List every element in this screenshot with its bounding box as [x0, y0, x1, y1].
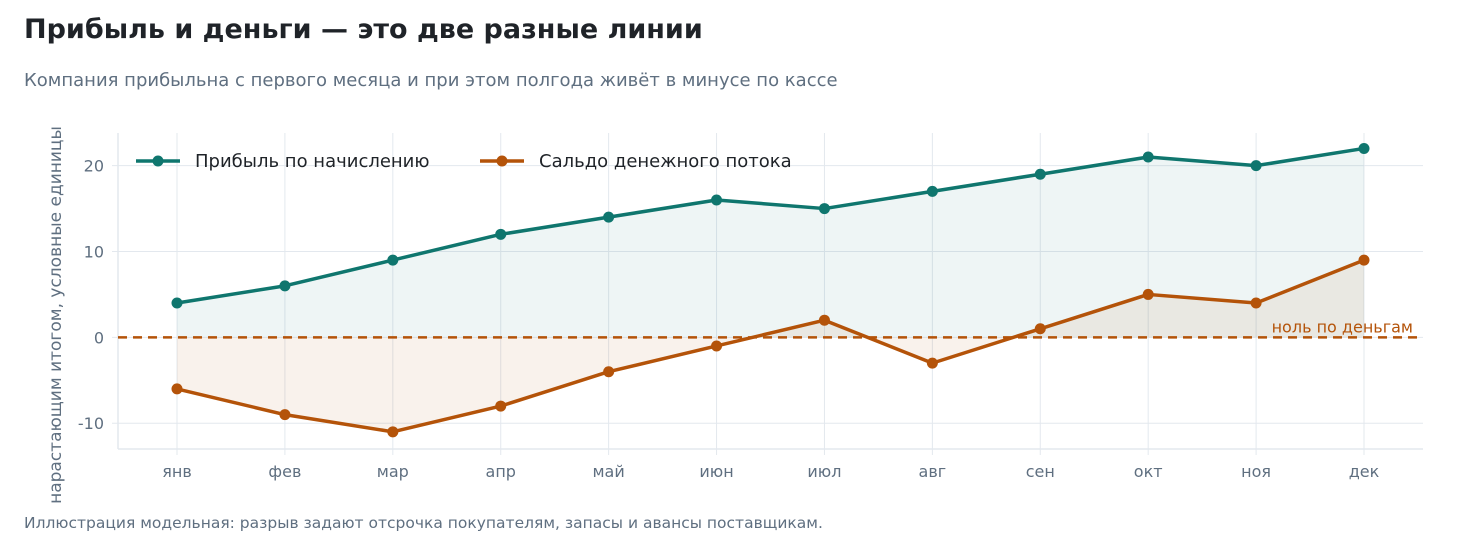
x-tick-label: апр	[486, 462, 516, 481]
chart-subtitle: Компания прибыльна с первого месяца и пр…	[24, 70, 838, 91]
reference-layer: ноль по деньгам	[118, 317, 1423, 339]
footnote: Иллюстрация модельная: разрыв задают отс…	[24, 514, 823, 532]
series-2-point	[279, 409, 291, 421]
y-axis-label: нарастающим итогом, условные единицы	[46, 126, 66, 504]
cash-area	[177, 260, 1364, 432]
series-2-point	[1358, 254, 1370, 266]
series-1-point	[495, 228, 507, 240]
legend: Прибыль по начислению Сальдо денежного по…	[136, 151, 792, 172]
series-layer	[171, 142, 1370, 438]
series-1-point	[926, 185, 938, 197]
series-1-point	[279, 280, 291, 292]
fill-layer	[177, 148, 1364, 432]
x-tick-label: июл	[807, 462, 841, 481]
series-1-point	[603, 211, 615, 223]
series-1-point	[171, 297, 183, 309]
legend-label: Сальдо денежного потока	[539, 151, 792, 172]
series-2-point	[711, 340, 723, 352]
x-tick-label: дек	[1349, 462, 1380, 481]
series-1-point	[1142, 151, 1154, 163]
y-tick-label: 0	[94, 328, 104, 347]
x-tick-label: май	[592, 462, 624, 481]
series-1-point	[1034, 168, 1046, 180]
y-tick-label: -10	[78, 414, 104, 433]
legend-swatch-marker	[152, 155, 164, 167]
legend-swatch-marker	[496, 155, 508, 167]
series-2-point	[926, 357, 938, 369]
series-1-point	[1358, 142, 1370, 154]
axis-layer: -10 0 10 20 янв фев мар апр май июн июл авг сен окт но…	[46, 126, 1380, 504]
x-tick-label: окт	[1134, 462, 1163, 481]
series-1-point	[711, 194, 723, 206]
series-2-point	[603, 366, 615, 378]
x-tick-label: сен	[1026, 462, 1055, 481]
series-2-point	[387, 426, 399, 438]
line-chart: ноль по деньгам -10 0 10 20 янв фев мар апр май и…	[46, 126, 1423, 504]
x-tick-label: июн	[699, 462, 733, 481]
x-tick-label: авг	[919, 462, 947, 481]
y-tick-label: 20	[84, 157, 104, 176]
series-line-1	[175, 146, 1366, 305]
y-tick-label: 10	[84, 243, 104, 262]
x-tick-label: мар	[377, 462, 409, 481]
series-1-point	[387, 254, 399, 266]
series-2-point	[818, 314, 830, 326]
zero-reference-label: ноль по деньгам	[1272, 317, 1413, 336]
series-2-point	[171, 383, 183, 395]
series-2-point	[495, 400, 507, 412]
series-1-point	[1250, 160, 1262, 172]
x-tick-label: янв	[162, 462, 192, 481]
x-tick-label: ноя	[1241, 462, 1271, 481]
series-2-point	[1250, 297, 1262, 309]
series-2-point	[1034, 323, 1046, 335]
grid-layer	[117, 133, 1423, 450]
series-line-2	[175, 258, 1366, 434]
x-tick-label: фев	[268, 462, 301, 481]
series-2-point	[1142, 288, 1154, 300]
chart-title: Прибыль и деньги — это две разные линии	[24, 14, 703, 45]
legend-label: Прибыль по начислению	[195, 151, 430, 172]
series-1-point	[818, 203, 830, 215]
profit-area	[177, 148, 1364, 338]
